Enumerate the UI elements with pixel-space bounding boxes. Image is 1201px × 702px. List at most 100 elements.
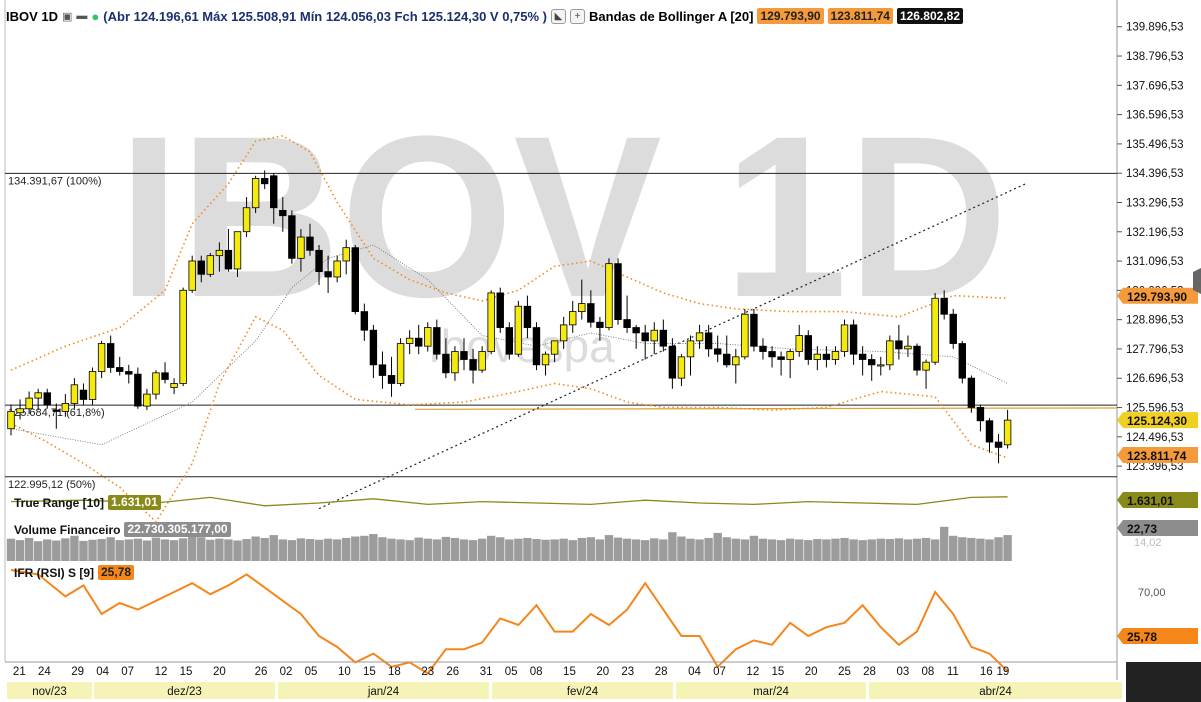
true-range-line [10,496,1008,507]
watermark-big: IBOV 1D [118,88,1008,345]
volume-label: Volume Financeiro 22.730.305.177,00 [14,522,231,537]
volume-bar [704,537,713,561]
candle-body [179,289,187,384]
candle-body [614,263,622,320]
candle-body [414,337,423,347]
volume-bar [541,539,550,561]
candle-body [741,313,749,358]
settings-icon[interactable]: ◣ [551,8,567,24]
day-tick-label: 28 [863,666,876,678]
candle-body [469,359,477,371]
volume-bar [949,535,958,561]
rsi-line [10,569,1009,675]
candle-body [170,383,178,388]
candle-body [913,345,921,371]
volume-bar [822,539,831,561]
fib-label: 122.995,12 (50%) [8,479,95,491]
volume-bar [342,537,351,561]
candle-body [559,324,568,342]
candle-body [270,175,278,209]
volume-bar [903,539,913,561]
day-tick-label: 20 [805,666,818,678]
candle-body [451,351,459,374]
candle-body [569,311,577,326]
candle-body [632,327,640,334]
price-tick-label: 134.396,53 [1126,168,1184,180]
candle-body [587,303,595,323]
candle-body [813,353,822,360]
day-tick-label: 26 [446,666,459,678]
price-tick-label: 138.796,53 [1126,51,1184,63]
panel-collapse-handle[interactable] [1193,268,1201,294]
day-tick-label: 21 [13,666,26,678]
price-axis[interactable]: 139.896,53 138.796,53 137.696,53 136.596,53… [1117,22,1198,473]
day-tick-label: 07 [713,666,726,678]
candle-body [804,335,812,360]
day-tick-label: 29 [71,666,84,678]
price-tick-label: 124.496,53 [1126,432,1184,444]
price-pane[interactable]: 134.391,67 (100%)125.684,71 (61,8%)122.9… [5,134,1118,524]
time-axis[interactable]: 21 24 29 04 07 12 15 20 26 02 05 10 15 18 23 26 31 05 08 15… [5,661,1122,699]
volume-bar [369,534,378,561]
bb-lower-value: 123.811,74 [827,8,893,24]
volume-bar [332,539,342,561]
minimize-icon[interactable]: ▬ [76,10,88,22]
candle-body [523,305,532,328]
price-marker-label: 125.124,30 [1127,414,1187,428]
month-band [676,682,866,699]
price-level-line [414,407,1118,410]
price-tick-label: 127.796,53 [1126,344,1184,356]
candle-body [958,343,966,379]
volume-bar [314,539,324,561]
volume-bar [206,539,215,561]
day-tick-label: 05 [505,666,518,678]
volume-bar [740,539,750,561]
chart-type-icon[interactable]: ▣ [62,10,73,23]
candle-body [106,343,115,368]
candle-body [514,305,523,355]
price-tick-label: 131.096,53 [1126,256,1184,268]
month-band [7,682,92,699]
candle-body [596,321,604,328]
rsi-marker-badge [1117,628,1198,644]
month-label: dez/23 [167,686,202,698]
volume-tick-label: 14,02 [1134,537,1162,549]
volume-bar [387,538,396,561]
candle-body [134,373,142,407]
volume-bar [468,540,478,561]
candle-body [704,332,713,350]
volume-bar [197,537,206,561]
volume-bar [840,537,849,561]
volume-bar [921,537,931,561]
volume-bar [795,539,804,561]
volume-bar [695,539,704,561]
candle-body [351,247,359,312]
candle-body [677,356,686,379]
day-tick-label: 03 [896,666,909,678]
price-tick-label: 128.896,53 [1126,315,1184,327]
day-tick-label: 23 [621,666,634,678]
candle-body [188,260,196,291]
candle-body [840,324,849,352]
candle-body [387,375,396,384]
volume-bar [505,539,514,561]
volume-bar [858,540,867,561]
add-icon[interactable]: + [570,8,586,24]
volume-bar [731,538,740,561]
volume-bar [15,540,25,561]
volume-bar [360,535,369,561]
price-tick-label: 125.596,53 [1126,403,1184,415]
volume-bar [713,532,722,561]
candle-body [224,249,233,270]
volume-bar [287,540,297,561]
volume-bar [43,539,52,561]
volume-bar [70,535,79,561]
volume-marker-badge [1117,520,1198,536]
day-tick-label: 12 [746,666,759,678]
month-band [94,682,275,699]
rsi-value: 25,78 [98,565,135,580]
candle-body [333,260,341,278]
month-band [869,682,1122,699]
